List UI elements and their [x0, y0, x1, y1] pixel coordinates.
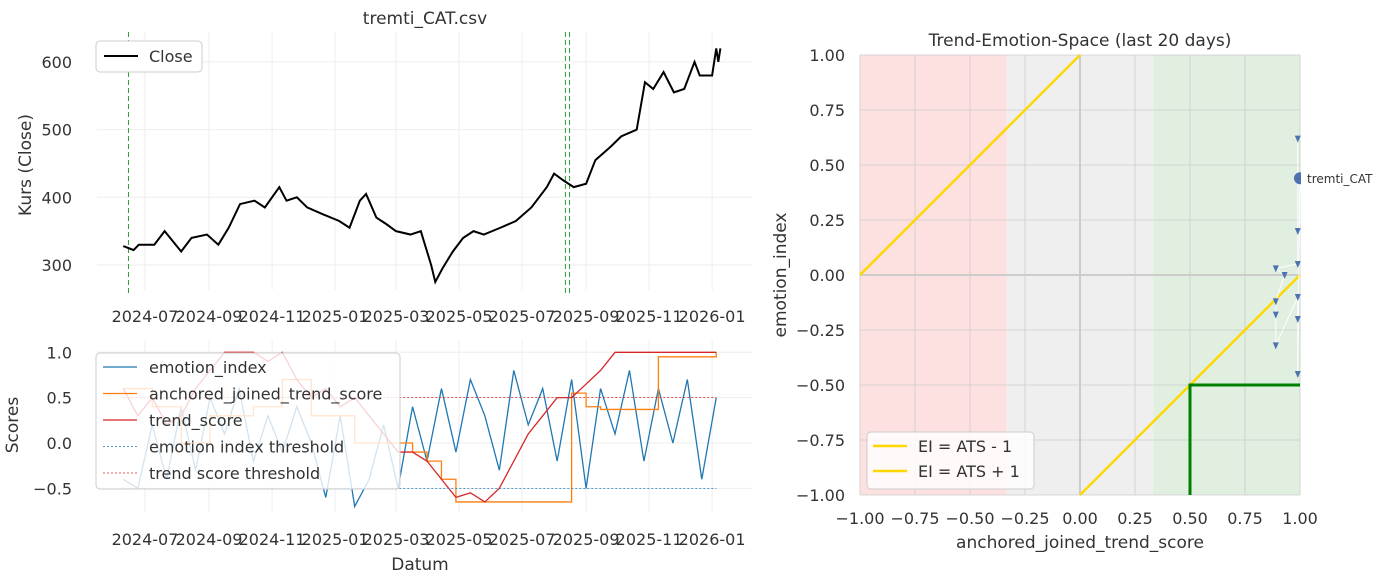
trail-marker — [1294, 135, 1301, 143]
x-tick-label: 0.75 — [1227, 509, 1263, 528]
close-line — [122, 48, 722, 285]
ei-ats-plus-1-line — [859, 54, 1081, 276]
y-tick-label: 0.75 — [809, 101, 845, 120]
trail-marker — [1294, 294, 1301, 301]
x-tick-label: 2025-07 — [489, 307, 556, 326]
x-tick-label: 2025-07 — [489, 530, 556, 549]
legend-label: emotion index threshold — [149, 438, 344, 457]
x-tick-label: 2024-07 — [112, 530, 179, 549]
legend-label: emotion_index — [149, 358, 267, 378]
y-axis-label: Scores — [3, 397, 23, 454]
y-tick-label: 400 — [41, 188, 72, 207]
x-tick-label: 2025-09 — [553, 530, 620, 549]
legend-label: anchored_joined_trend_score — [149, 385, 382, 405]
legend-label: EI = ATS + 1 — [918, 462, 1020, 481]
x-tick-label: −1.00 — [835, 509, 884, 528]
x-tick-label: 0.50 — [1172, 509, 1208, 528]
trail-marker — [1294, 261, 1301, 268]
y-tick-label: 600 — [41, 53, 72, 72]
y-tick-label: 500 — [41, 121, 72, 140]
legend: EI = ATS - 1 EI = ATS + 1 — [866, 431, 1035, 490]
clip-mask — [1301, 40, 1384, 510]
point-label: tremti_CAT — [1307, 172, 1373, 186]
y-tick-label: 0.00 — [809, 266, 845, 285]
y-tick-label: 0.5 — [47, 389, 72, 408]
x-axis-label: anchored_joined_trend_score — [956, 533, 1204, 553]
x-tick-label: 2024-11 — [239, 530, 306, 549]
y-tick-label: 300 — [41, 256, 72, 275]
x-tick-label: 2025-05 — [426, 307, 493, 326]
x-tick-label: −0.25 — [1000, 509, 1049, 528]
y-tick-label: 0.25 — [809, 211, 845, 230]
legend-label: trend_score — [149, 411, 243, 431]
x-tick-label: −0.50 — [945, 509, 994, 528]
trail-marker — [1294, 316, 1301, 323]
x-tick-label: −0.75 — [890, 509, 939, 528]
x-tick-label: 0.25 — [1117, 509, 1153, 528]
trail-marker — [1272, 298, 1279, 306]
x-tick-label: 0.00 — [1062, 509, 1098, 528]
x-tick-label: 2025-03 — [363, 307, 430, 326]
x-tick-label: 1.00 — [1282, 509, 1318, 528]
x-tick-label: 2026-01 — [679, 307, 746, 326]
y-tick-label: −1.00 — [796, 486, 845, 505]
x-tick-label: 2026-01 — [679, 530, 746, 549]
x-tick-label: 2025-01 — [302, 530, 369, 549]
y-axis-label: Kurs (Close) — [16, 114, 36, 216]
y-tick-label: −0.5 — [33, 479, 72, 498]
legend-box — [95, 352, 401, 490]
x-tick-label: 2025-01 — [302, 307, 369, 326]
y-tick-label: 0.0 — [47, 434, 72, 453]
chart-title: Trend-Emotion-Space (last 20 days) — [928, 31, 1232, 51]
legend-label: trend score threshold — [149, 464, 320, 483]
legend: Close — [95, 40, 203, 73]
x-tick-label: 2025-11 — [616, 307, 683, 326]
trail-marker — [1272, 311, 1279, 319]
legend-label: EI = ATS - 1 — [918, 437, 1012, 456]
y-tick-label: 1.0 — [47, 343, 72, 362]
target-box — [1188, 383, 1300, 495]
chart-title: tremti_CAT.csv — [363, 9, 487, 29]
y-tick-label: 0.50 — [809, 156, 845, 175]
legend-label: Close — [149, 47, 193, 66]
x-tick-label: 2024-09 — [176, 530, 243, 549]
trail-marker — [1294, 371, 1301, 378]
trail-line — [1274, 138, 1301, 375]
x-tick-label: 2025-11 — [616, 530, 683, 549]
x-tick-label: 2024-11 — [239, 307, 306, 326]
legend-box — [866, 431, 1035, 490]
y-tick-label: −0.75 — [796, 431, 845, 450]
legend: emotion_index anchored_joined_trend_score… — [95, 352, 401, 490]
x-tick-label: 2025-03 — [363, 530, 430, 549]
trail-marker — [1272, 342, 1279, 350]
y-tick-label: −0.25 — [796, 321, 845, 340]
trail-marker — [1281, 272, 1288, 279]
legend-box — [95, 40, 203, 73]
x-tick-label: 2024-09 — [176, 307, 243, 326]
y-tick-label: 1.00 — [809, 46, 845, 65]
x-tick-label: 2025-09 — [553, 307, 620, 326]
x-tick-label: 2024-07 — [112, 307, 179, 326]
y-axis-label: emotion_index — [771, 213, 791, 338]
x-axis-label: Datum — [391, 555, 449, 575]
trail-marker — [1294, 228, 1301, 235]
y-tick-label: −0.50 — [796, 376, 845, 395]
x-tick-label: 2025-05 — [426, 530, 493, 549]
trail-marker — [1272, 265, 1279, 273]
